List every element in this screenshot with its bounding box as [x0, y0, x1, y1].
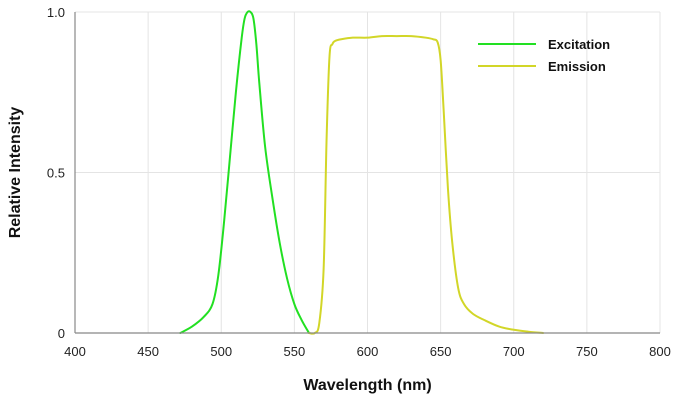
x-tick-label: 450	[137, 344, 159, 359]
x-tick-label: 600	[357, 344, 379, 359]
y-tick-label: 0.5	[47, 166, 65, 181]
x-tick-label: 550	[284, 344, 306, 359]
legend-label-emission: Emission	[548, 59, 606, 74]
x-tick-label: 400	[64, 344, 86, 359]
series-line-emission	[308, 34, 544, 335]
tick-labels: 400 450 500 550 600 650 700 750 800 0 0.5 1.0	[47, 5, 671, 359]
y-tick-label: 0	[58, 326, 65, 341]
x-tick-label: 800	[649, 344, 671, 359]
legend-label-excitation: Excitation	[548, 37, 610, 52]
x-tick-label: 750	[576, 344, 598, 359]
y-axis-title: Relative Intensity	[7, 107, 24, 239]
y-tick-label: 1.0	[47, 5, 65, 20]
series-line-excitation	[179, 10, 310, 334]
series-layer	[179, 10, 544, 335]
x-tick-label: 650	[430, 344, 452, 359]
x-tick-label: 700	[503, 344, 525, 359]
x-tick-label: 500	[210, 344, 232, 359]
axes	[74, 12, 660, 334]
x-axis-title: Wavelength (nm)	[303, 377, 431, 394]
legend: Excitation Emission	[478, 37, 610, 74]
